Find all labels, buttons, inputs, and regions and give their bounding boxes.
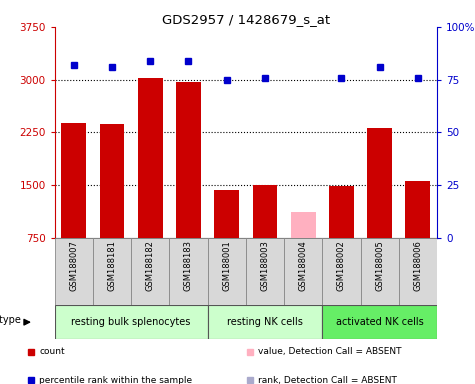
- Bar: [208, 238, 246, 305]
- Bar: [214, 190, 239, 238]
- Text: GSM188006: GSM188006: [413, 240, 422, 291]
- Bar: [93, 238, 131, 305]
- Bar: [329, 186, 354, 238]
- Bar: [253, 185, 277, 238]
- Text: cell type: cell type: [0, 316, 21, 326]
- Text: GSM188001: GSM188001: [222, 240, 231, 291]
- Bar: [322, 305, 437, 339]
- Text: GSM188183: GSM188183: [184, 240, 193, 291]
- Text: GSM188002: GSM188002: [337, 240, 346, 291]
- Text: GSM188004: GSM188004: [299, 240, 308, 291]
- Bar: [170, 238, 208, 305]
- Bar: [100, 124, 124, 238]
- Bar: [284, 238, 323, 305]
- Bar: [291, 212, 315, 238]
- Bar: [138, 78, 162, 238]
- Bar: [208, 305, 322, 339]
- Text: count: count: [39, 347, 65, 356]
- Text: GSM188181: GSM188181: [107, 240, 116, 291]
- Text: resting bulk splenocytes: resting bulk splenocytes: [71, 317, 191, 327]
- Text: GSM188182: GSM188182: [146, 240, 155, 291]
- Text: value, Detection Call = ABSENT: value, Detection Call = ABSENT: [258, 347, 401, 356]
- Bar: [406, 181, 430, 238]
- Text: GSM188005: GSM188005: [375, 240, 384, 291]
- Text: percentile rank within the sample: percentile rank within the sample: [39, 376, 192, 384]
- Bar: [367, 128, 392, 238]
- Text: resting NK cells: resting NK cells: [227, 317, 303, 327]
- Bar: [361, 238, 399, 305]
- Text: activated NK cells: activated NK cells: [336, 317, 424, 327]
- Bar: [55, 305, 208, 339]
- Bar: [246, 238, 284, 305]
- Bar: [176, 83, 201, 238]
- Bar: [55, 238, 93, 305]
- Bar: [322, 238, 361, 305]
- Text: GSM188003: GSM188003: [260, 240, 269, 291]
- Text: rank, Detection Call = ABSENT: rank, Detection Call = ABSENT: [258, 376, 397, 384]
- Bar: [61, 123, 86, 238]
- Bar: [399, 238, 437, 305]
- Bar: [131, 238, 170, 305]
- Title: GDS2957 / 1428679_s_at: GDS2957 / 1428679_s_at: [162, 13, 330, 26]
- Text: GSM188007: GSM188007: [69, 240, 78, 291]
